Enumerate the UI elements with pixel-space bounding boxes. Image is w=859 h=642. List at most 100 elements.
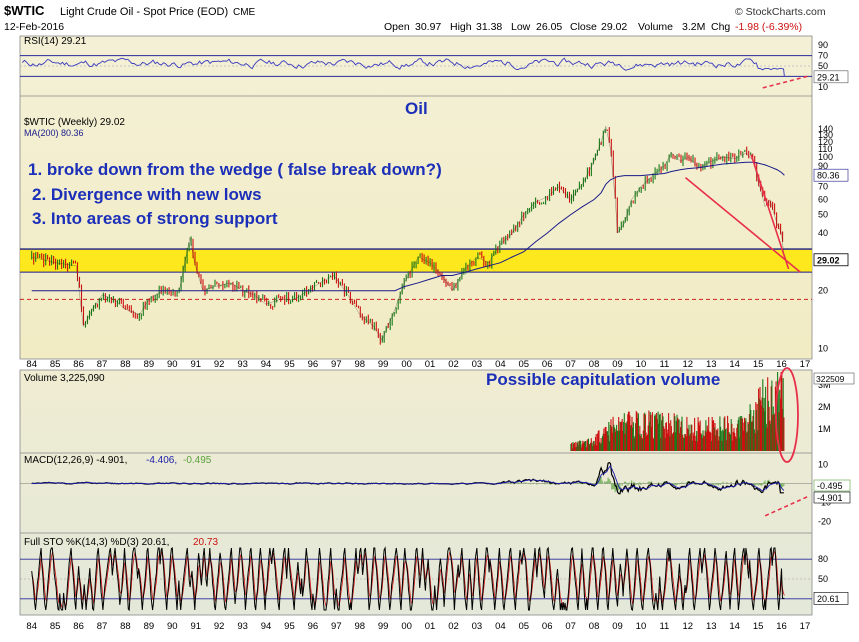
rsi-tick-50: 50 [818,61,828,71]
x-tick-top-11: 11 [659,359,669,370]
macd-signal-line [31,465,785,492]
x-tick-bottom-90: 90 [167,621,178,632]
x-axis-labels: 84 84 85 85 86 86 87 87 88 88 89 89 90 90 91 91 92 92 93 93… [26,359,810,632]
price-tick-90: 90 [818,161,828,171]
sto-k-line [31,546,785,612]
x-tick-bottom-09: 09 [612,621,623,632]
open-label: Open [384,21,410,33]
price-line [31,126,785,341]
support-band [20,249,812,273]
ma-legend: MA(200) 80.36 [24,128,84,138]
x-tick-bottom-08: 08 [589,621,600,632]
volume-legend: Volume 3,225,090 [24,373,105,384]
x-tick-bottom-85: 85 [50,621,61,632]
note-1: 1. broke down from the wedge ( false bre… [28,160,442,179]
x-tick-bottom-99: 99 [378,621,389,632]
macd-tick-10: 10 [818,460,828,470]
x-tick-bottom-11: 11 [659,621,669,632]
instrument-name: Light Crude Oil - Spot Price (EOD) [60,6,228,18]
volume-badge [813,372,855,385]
sto-d-value: 20.73 [193,537,218,548]
x-tick-bottom-05: 05 [518,621,529,632]
x-tick-bottom-96: 96 [308,621,319,632]
price-legend: $WTIC (Weekly) 29.02 [24,117,125,128]
x-tick-bottom-98: 98 [354,621,365,632]
legends: RSI(14) 29.21 $WTIC (Weekly) 29.02 MA(20… [24,36,218,548]
close-value: 29.02 [601,21,627,33]
x-tick-bottom-03: 03 [472,621,483,632]
price-badge-value: 29.02 [817,255,840,265]
low-value: 26.05 [536,21,562,33]
price-tick-110: 110 [818,144,832,154]
price-tick-140: 140 [818,124,833,134]
price-tick-40: 40 [818,228,828,238]
annotations: Oil 1. broke down from the wedge ( false… [28,99,720,389]
volume-tick-2M: 2M [818,402,831,412]
x-tick-top-06: 06 [542,359,553,370]
x-tick-top-97: 97 [331,359,342,370]
x-tick-top-93: 93 [237,359,248,370]
quote-row: Open 30.97 High 31.38 Low 26.05 Close 29… [384,21,802,33]
x-tick-bottom-86: 86 [73,621,84,632]
macd-panel: 100-10-20-0.495-4.901 [20,460,851,527]
header: $WTIC Light Crude Oil - Spot Price (EOD)… [4,3,826,33]
rsi-panel: 103050709029.21 [20,40,849,92]
bottom-panels-bg [19,369,813,616]
x-tick-bottom-89: 89 [144,621,155,632]
low-label: Low [511,21,531,33]
x-tick-top-91: 91 [190,359,201,370]
ma-badge-value: 80.36 [817,171,840,181]
x-tick-bottom-97: 97 [331,621,342,632]
sto-badge [813,592,849,605]
x-tick-top-17: 17 [800,359,811,370]
x-tick-bottom-15: 15 [753,621,764,632]
chg-label: Chg [711,21,730,33]
sto-badge-value: 20.61 [817,594,840,604]
volume-tick-1M: 1M [818,424,831,434]
x-tick-top-99: 99 [378,359,389,370]
x-tick-bottom-01: 01 [425,621,436,632]
rsi-line [21,57,785,77]
rsi-legend: RSI(14) 29.21 [24,36,87,47]
x-tick-top-13: 13 [706,359,717,370]
x-tick-top-89: 89 [144,359,155,370]
price-tick-20: 20 [818,286,828,296]
macd-legend: MACD(12,26,9) -4.901, [24,455,127,466]
volume-panel: 3M 2M 1M 322509 [570,367,855,463]
x-tick-top-94: 94 [261,359,272,370]
price-panel: 10203040506070809010011012013014080.3629… [20,124,849,353]
macd-badge-value: -4.901 [817,493,843,503]
price-tick-120: 120 [818,137,833,147]
high-value: 31.38 [476,21,502,33]
price-badge [813,253,849,267]
x-tick-bottom-88: 88 [120,621,131,632]
price-tick-70: 70 [818,182,828,192]
x-tick-bottom-13: 13 [706,621,717,632]
symbol: $WTIC [4,3,45,18]
x-tick-top-08: 08 [589,359,600,370]
sto-tick-80: 80 [818,554,828,564]
x-tick-bottom-84: 84 [26,621,37,632]
x-tick-bottom-16: 16 [776,621,787,632]
x-tick-top-01: 01 [425,359,436,370]
x-tick-top-04: 04 [495,359,506,370]
x-tick-bottom-91: 91 [190,621,201,632]
x-tick-top-16: 16 [776,359,787,370]
x-tick-top-92: 92 [214,359,225,370]
x-tick-top-07: 07 [565,359,576,370]
x-tick-top-90: 90 [167,359,178,370]
x-tick-top-10: 10 [636,359,647,370]
macd-hist-badge [813,479,851,492]
x-tick-bottom-10: 10 [636,621,647,632]
x-tick-top-86: 86 [73,359,84,370]
x-tick-top-12: 12 [683,359,694,370]
x-tick-bottom-92: 92 [214,621,225,632]
volume-tick-3M: 3M [818,380,831,390]
ma-badge [813,168,849,182]
rsi-divergence-line [762,75,808,89]
sto-legend: Full STO %K(14,3) %D(3) 20.61, [24,537,169,548]
volume-value: 3.2M [682,21,705,33]
capitulation-circle [775,367,799,463]
ma200-line [31,161,785,292]
